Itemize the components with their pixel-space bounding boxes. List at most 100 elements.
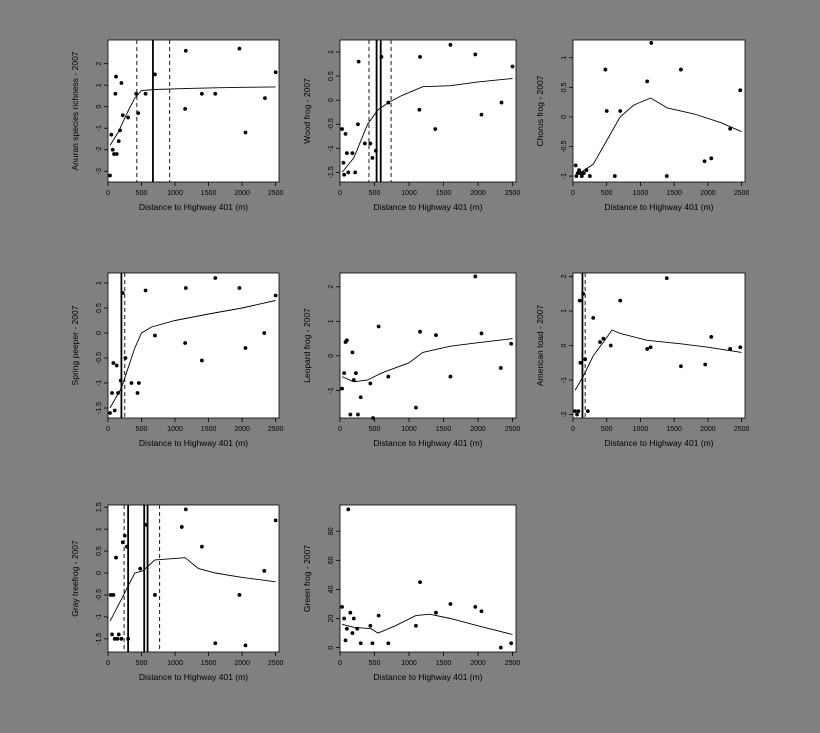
data-point bbox=[418, 54, 422, 59]
data-point bbox=[370, 156, 375, 160]
data-point bbox=[703, 362, 708, 367]
data-point bbox=[648, 345, 653, 350]
x-tick-label: 2500 bbox=[734, 190, 750, 197]
y-tick-label: 0 bbox=[96, 571, 103, 575]
data-point bbox=[109, 132, 114, 137]
x-tick-label: 2000 bbox=[234, 190, 250, 197]
data-point bbox=[362, 141, 367, 146]
data-point bbox=[575, 412, 579, 417]
plot-area bbox=[572, 272, 746, 419]
data-point bbox=[618, 298, 623, 303]
data-point bbox=[448, 602, 453, 606]
x-tick-label: 2000 bbox=[700, 190, 716, 197]
data-point bbox=[108, 411, 112, 415]
data-point bbox=[373, 148, 378, 153]
data-point bbox=[356, 122, 360, 127]
data-point bbox=[114, 152, 119, 156]
data-point bbox=[473, 604, 478, 609]
y-tick-label: 2 bbox=[561, 274, 568, 278]
y-tick-label: 1 bbox=[96, 83, 103, 87]
data-point bbox=[612, 174, 617, 178]
data-point bbox=[126, 115, 131, 120]
data-point bbox=[728, 126, 733, 131]
data-point bbox=[340, 386, 344, 391]
y-tick-label: -1.5 bbox=[328, 166, 335, 178]
data-point bbox=[199, 91, 204, 96]
y-tick-label: 0.5 bbox=[96, 546, 103, 556]
data-point bbox=[342, 172, 347, 177]
data-point bbox=[134, 91, 139, 96]
y-tick-label: 0.5 bbox=[96, 303, 103, 313]
data-point bbox=[120, 291, 125, 295]
x-tick-label: 500 bbox=[369, 426, 381, 433]
data-point bbox=[585, 409, 590, 413]
data-point bbox=[584, 168, 589, 173]
data-point bbox=[417, 107, 422, 112]
panel-p7: 0 500 1000 1500 2000 2500 -1.5 -1 -0.5 0 0.5 1 1.5 Di… bbox=[70, 502, 284, 682]
data-point bbox=[679, 67, 683, 72]
y-tick-label: -0.5 bbox=[561, 140, 568, 152]
data-point bbox=[368, 381, 373, 386]
x-tick-label: 1000 bbox=[167, 190, 183, 197]
x-tick-label: 0 bbox=[338, 190, 342, 197]
data-point bbox=[386, 641, 391, 646]
data-point bbox=[473, 274, 478, 279]
y-tick-label: 1 bbox=[328, 319, 335, 323]
data-point bbox=[143, 522, 148, 527]
y-tick-label: 1 bbox=[561, 56, 568, 60]
data-point bbox=[263, 96, 267, 100]
data-point bbox=[112, 152, 116, 156]
y-tick-label: 0 bbox=[96, 105, 103, 109]
data-point bbox=[473, 52, 478, 57]
data-point bbox=[591, 315, 596, 320]
data-point bbox=[351, 616, 356, 621]
x-axis-label: Distance to Highway 401 (m) bbox=[139, 672, 248, 682]
panel-p2: 0 500 1000 1500 2000 2500 -1.5 -1 -0.5 0 0.5 1 Dista… bbox=[302, 39, 520, 212]
data-point bbox=[603, 67, 608, 72]
data-point bbox=[243, 130, 248, 135]
data-point bbox=[153, 333, 157, 338]
data-point bbox=[346, 507, 351, 512]
data-point bbox=[510, 64, 515, 69]
x-tick-label: 1000 bbox=[633, 190, 649, 197]
data-point bbox=[351, 378, 356, 382]
data-point bbox=[124, 544, 129, 549]
data-point bbox=[114, 74, 118, 79]
data-point bbox=[350, 350, 355, 355]
data-point bbox=[618, 109, 623, 113]
data-point bbox=[108, 593, 113, 597]
data-point bbox=[122, 533, 127, 538]
y-axis-label: Leopard frog - 2007 bbox=[302, 308, 312, 383]
data-point bbox=[340, 127, 344, 131]
data-point bbox=[262, 568, 267, 573]
data-point bbox=[129, 381, 134, 385]
y-tick-label: 2 bbox=[96, 62, 103, 66]
y-tick-label: 0 bbox=[561, 115, 568, 119]
y-tick-label: 60 bbox=[328, 556, 335, 564]
y-axis-label: Gray treefrog - 2007 bbox=[70, 540, 80, 617]
data-point bbox=[342, 371, 347, 376]
data-point bbox=[709, 156, 714, 161]
x-axis-label: Distance to Highway 401 (m) bbox=[139, 202, 248, 212]
data-point bbox=[509, 641, 514, 646]
y-tick-label: 0 bbox=[328, 354, 335, 358]
x-tick-label: 1500 bbox=[436, 426, 452, 433]
smooth-line bbox=[109, 300, 276, 409]
y-tick-label: -1 bbox=[328, 387, 335, 393]
x-axis-label: Distance to Highway 401 (m) bbox=[373, 672, 482, 682]
y-axis-label: American toad - 2007 bbox=[535, 305, 545, 387]
x-axis-label: Distance to Highway 401 (m) bbox=[373, 438, 482, 448]
data-point bbox=[138, 566, 143, 571]
data-point bbox=[179, 525, 184, 529]
data-point bbox=[350, 151, 355, 156]
data-point bbox=[136, 381, 141, 385]
data-point bbox=[448, 374, 453, 379]
data-point bbox=[342, 616, 347, 621]
x-tick-label: 2000 bbox=[234, 426, 250, 433]
x-axis-label: Distance to Highway 401 (m) bbox=[604, 438, 713, 448]
y-axis-label: Anuran species richness - 2007 bbox=[70, 51, 80, 170]
data-point bbox=[143, 91, 148, 96]
data-point bbox=[183, 106, 188, 111]
x-tick-label: 2000 bbox=[470, 426, 486, 433]
y-tick-label: -0.5 bbox=[96, 352, 103, 364]
